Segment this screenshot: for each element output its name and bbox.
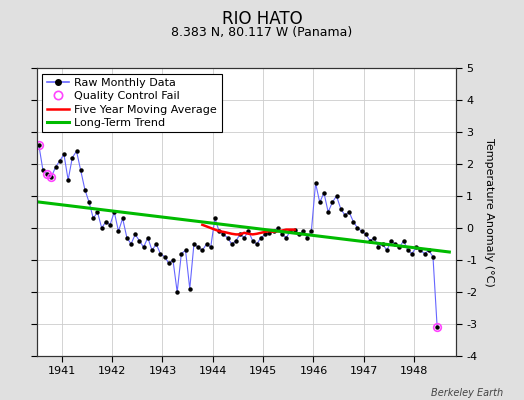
Text: Berkeley Earth: Berkeley Earth [431, 388, 503, 398]
Text: 8.383 N, 80.117 W (Panama): 8.383 N, 80.117 W (Panama) [171, 26, 353, 39]
Legend: Raw Monthly Data, Quality Control Fail, Five Year Moving Average, Long-Term Tren: Raw Monthly Data, Quality Control Fail, … [42, 74, 222, 132]
Text: RIO HATO: RIO HATO [222, 10, 302, 28]
Y-axis label: Temperature Anomaly (°C): Temperature Anomaly (°C) [484, 138, 494, 286]
